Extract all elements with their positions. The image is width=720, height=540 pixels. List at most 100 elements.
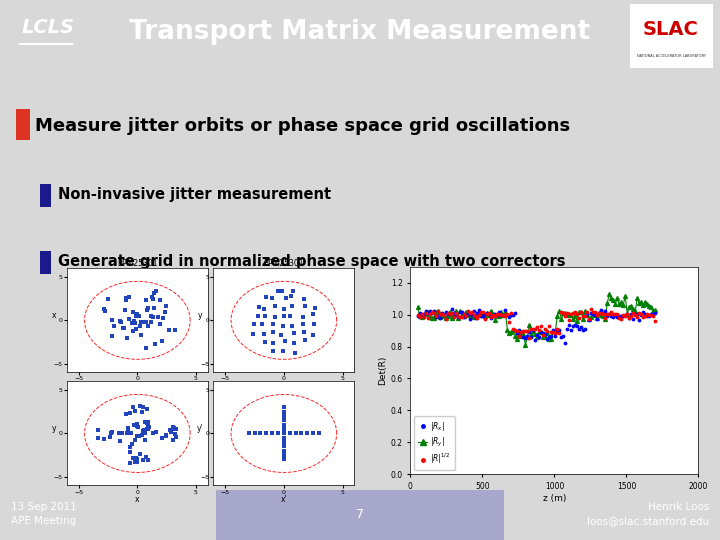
- Y-axis label: y': y': [197, 424, 204, 434]
- Title: BPM25301: BPM25301: [117, 259, 158, 268]
- Point: [169, 325, 181, 334]
- Point: [287, 322, 298, 330]
- Point: [135, 318, 147, 327]
- Point: [130, 454, 142, 462]
- Point: [267, 339, 279, 348]
- Point: [134, 401, 145, 410]
- Point: [122, 424, 133, 433]
- Point: [278, 416, 289, 425]
- Point: [170, 429, 181, 438]
- Point: [313, 429, 325, 438]
- Point: [278, 412, 289, 421]
- Point: [99, 307, 110, 315]
- Point: [143, 418, 154, 427]
- Point: [124, 408, 135, 417]
- Point: [131, 421, 143, 430]
- Point: [140, 295, 152, 304]
- Point: [115, 318, 127, 326]
- Point: [252, 312, 264, 320]
- Point: [143, 304, 154, 313]
- Point: [124, 448, 135, 456]
- Point: [138, 427, 149, 435]
- Point: [288, 339, 300, 348]
- Point: [128, 316, 140, 325]
- Point: [118, 324, 130, 333]
- Point: [256, 320, 268, 329]
- Point: [127, 308, 139, 316]
- Point: [163, 326, 175, 334]
- Point: [132, 423, 143, 432]
- Point: [141, 424, 153, 433]
- Point: [140, 429, 151, 437]
- Text: Transport Matrix Measurement: Transport Matrix Measurement: [130, 19, 590, 45]
- Point: [91, 434, 103, 443]
- X-axis label: x': x': [281, 495, 287, 504]
- Point: [98, 305, 109, 313]
- Point: [302, 429, 313, 438]
- Point: [129, 406, 140, 415]
- Point: [261, 429, 272, 438]
- Point: [134, 450, 145, 458]
- Point: [154, 296, 166, 305]
- Point: [259, 311, 271, 320]
- Point: [107, 428, 118, 436]
- Point: [300, 301, 311, 310]
- Point: [278, 451, 289, 460]
- Point: [157, 314, 168, 322]
- Point: [278, 434, 289, 442]
- Point: [135, 331, 146, 340]
- Point: [148, 429, 159, 437]
- Point: [137, 408, 148, 416]
- Point: [296, 429, 307, 438]
- Bar: [40, 184, 51, 207]
- X-axis label: y: y: [282, 381, 286, 390]
- Point: [102, 294, 114, 303]
- Point: [123, 293, 135, 301]
- Point: [161, 431, 172, 440]
- Point: [139, 436, 150, 445]
- Bar: [216, 490, 504, 540]
- Point: [299, 295, 310, 303]
- Point: [150, 428, 161, 437]
- Y-axis label: x: x: [51, 312, 56, 320]
- Point: [148, 288, 159, 297]
- Point: [132, 455, 143, 464]
- Point: [120, 293, 132, 302]
- Point: [285, 292, 297, 301]
- Text: Henrik Loos
loos@slac.stanford.edu: Henrik Loos loos@slac.stanford.edu: [587, 502, 709, 526]
- Point: [157, 336, 168, 345]
- Bar: [40, 251, 51, 274]
- Point: [272, 429, 284, 438]
- Point: [150, 286, 161, 295]
- Point: [307, 429, 319, 438]
- Point: [127, 402, 138, 411]
- Point: [126, 428, 138, 437]
- Point: [281, 293, 292, 302]
- Point: [287, 287, 298, 295]
- Point: [258, 305, 270, 313]
- Point: [269, 302, 280, 311]
- Point: [278, 429, 289, 438]
- Point: [117, 429, 128, 437]
- Point: [129, 319, 140, 328]
- Point: [133, 311, 145, 320]
- Point: [278, 408, 289, 416]
- Text: Non-invasive jitter measurement: Non-invasive jitter measurement: [58, 187, 330, 202]
- Point: [248, 330, 259, 339]
- Point: [284, 311, 296, 320]
- Text: NATIONAL ACCELERATOR LABORATORY: NATIONAL ACCELERATOR LABORATORY: [636, 53, 706, 58]
- Point: [147, 313, 158, 321]
- Point: [258, 329, 269, 338]
- Point: [121, 334, 132, 342]
- Y-axis label: Det(R): Det(R): [379, 356, 387, 385]
- Point: [156, 433, 167, 442]
- Point: [141, 306, 153, 314]
- Point: [104, 433, 116, 442]
- Text: 13 Sep 2011
APE Meeting: 13 Sep 2011 APE Meeting: [11, 502, 76, 526]
- Point: [278, 442, 289, 451]
- Point: [266, 294, 278, 302]
- Point: [131, 432, 143, 441]
- Point: [290, 429, 302, 438]
- Point: [169, 425, 181, 434]
- Point: [93, 426, 104, 434]
